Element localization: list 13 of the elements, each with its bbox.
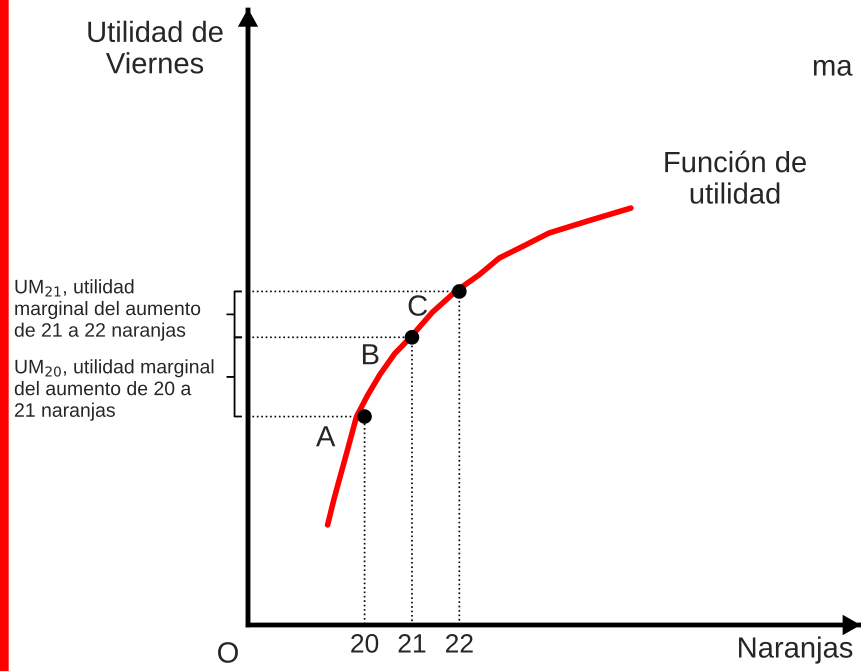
text: UM$_{21}$, utilidad marginal del aumento de 21 a 22 naranjas [14, 279, 200, 341]
y-axis-title: Utilidad de Viernes [88, 20, 223, 74]
x-axis-title: Naranjas [739, 636, 852, 664]
text: UM$_{20}$, utilidad marginal del aumento de 20 a 21 naranjas [14, 359, 214, 421]
text: ma [814, 60, 853, 76]
text: O [218, 642, 238, 663]
x-tick-label: 20 [351, 634, 378, 653]
x-tick-label: 22 [446, 634, 473, 652]
annotation: A [316, 426, 336, 446]
x-tick-label: 21 [398, 634, 426, 652]
annotation: C [408, 295, 428, 316]
annotation: B [362, 344, 378, 364]
annotation: Función de utilidad [665, 150, 806, 204]
